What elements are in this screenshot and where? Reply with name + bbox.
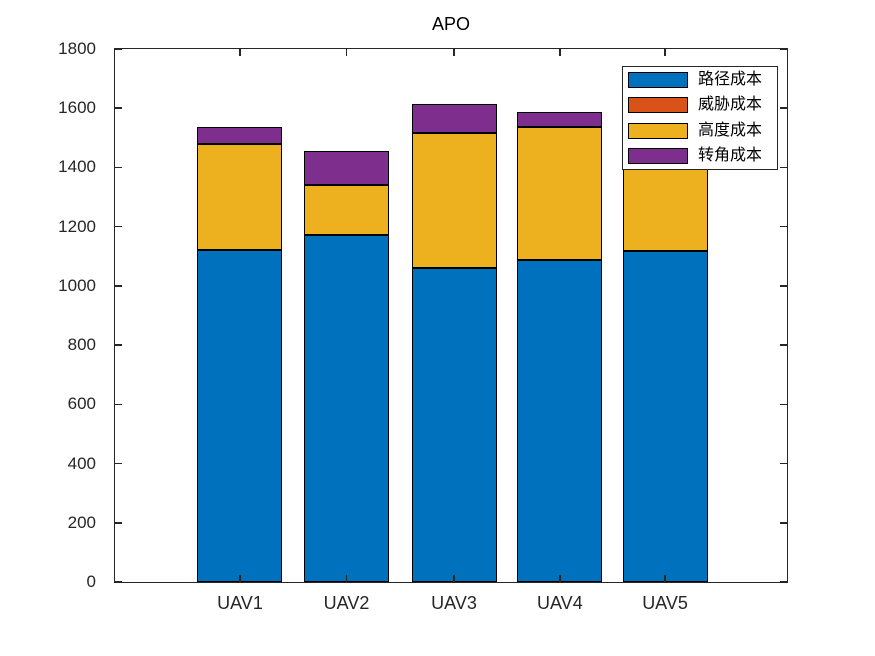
legend-label-altitude-cost: 高度成本 xyxy=(698,121,763,139)
legend-patch-altitude-cost xyxy=(628,122,688,139)
y-axis-tick xyxy=(115,166,122,169)
y-axis-labels: 0 200 400 600 800 1000 1200 1400 1600 1800 xyxy=(0,39,105,591)
bar-segment-path-cost-uav1 xyxy=(197,249,283,582)
legend-label-path-cost: 路径成本 xyxy=(698,70,763,88)
bar-segment-path-cost-uav5 xyxy=(622,250,708,582)
bar-segment-path-cost-uav3 xyxy=(411,267,497,582)
bar-segment-altitude-cost-uav3 xyxy=(411,133,497,268)
y-axis-tick xyxy=(115,225,122,228)
x-axis-tick xyxy=(664,575,666,582)
x-axis-tick xyxy=(559,49,561,56)
bar-segment-turn-cost-uav3 xyxy=(411,104,497,134)
x-tick-label-uav2: UAV2 xyxy=(323,593,370,613)
y-axis-tick xyxy=(780,48,787,50)
chart-title: APO xyxy=(431,14,470,34)
y-axis-tick xyxy=(780,581,787,583)
bar-segment-altitude-cost-uav2 xyxy=(304,185,389,235)
x-tick-label-uav4: UAV4 xyxy=(537,593,583,613)
y-tick-label: 400 xyxy=(67,453,96,473)
y-axis-tick xyxy=(780,462,787,465)
x-axis-tick xyxy=(559,575,561,582)
y-tick-label: 1600 xyxy=(58,98,96,118)
y-axis-tick xyxy=(780,344,787,346)
y-axis-tick xyxy=(115,522,122,524)
legend-patch-path-cost xyxy=(628,71,688,88)
bar-segment-turn-cost-uav4 xyxy=(517,112,603,128)
plot-area: 路径成本威胁成本高度成本转角成本 xyxy=(114,48,788,583)
x-axis-tick xyxy=(345,49,348,56)
x-axis-tick xyxy=(345,575,348,582)
y-tick-label: 200 xyxy=(67,512,96,532)
legend-item-altitude-cost: 高度成本 xyxy=(623,118,777,144)
y-tick-label: 600 xyxy=(67,394,96,414)
bar-segment-altitude-cost-uav1 xyxy=(197,144,283,250)
y-tick-label: 1400 xyxy=(58,157,96,177)
x-axis-tick xyxy=(239,49,241,56)
y-axis-tick xyxy=(115,285,122,287)
y-tick-label: 800 xyxy=(67,335,96,355)
y-tick-label: 0 xyxy=(86,572,96,591)
legend-item-threat-cost: 威胁成本 xyxy=(623,93,777,119)
y-axis-tick xyxy=(780,166,787,169)
legend-patch-turn-cost xyxy=(628,148,688,165)
bar-segment-turn-cost-uav1 xyxy=(197,127,283,145)
x-tick-label-uav3: UAV3 xyxy=(431,593,477,613)
x-axis-tick xyxy=(664,49,666,56)
legend-item-turn-cost: 转角成本 xyxy=(623,144,777,170)
x-axis-tick xyxy=(453,49,455,56)
legend-label-turn-cost: 转角成本 xyxy=(698,147,763,165)
y-axis-tick xyxy=(115,462,122,465)
bar-segment-path-cost-uav2 xyxy=(304,234,389,582)
y-tick-label: 1800 xyxy=(58,39,96,58)
y-axis-tick xyxy=(115,581,122,583)
legend-patch-threat-cost xyxy=(628,97,688,114)
y-axis-tick xyxy=(115,344,122,346)
y-axis-tick xyxy=(780,285,787,287)
legend-item-path-cost: 路径成本 xyxy=(623,67,777,93)
y-tick-label: 1200 xyxy=(58,216,96,236)
legend: 路径成本威胁成本高度成本转角成本 xyxy=(622,66,778,170)
bar-segment-path-cost-uav4 xyxy=(517,259,603,582)
x-tick-label-uav5: UAV5 xyxy=(642,593,688,613)
y-tick-label: 1000 xyxy=(58,275,96,295)
x-axis-tick xyxy=(239,575,241,582)
x-axis-labels: UAV1 UAV2 UAV3 UAV4 UAV5 xyxy=(114,591,788,621)
y-axis-tick xyxy=(780,225,787,228)
bar-segment-altitude-cost-uav4 xyxy=(517,127,603,260)
y-axis-tick xyxy=(780,107,787,109)
legend-label-threat-cost: 威胁成本 xyxy=(698,96,763,114)
y-axis-tick xyxy=(780,522,787,524)
y-axis-tick xyxy=(115,48,122,50)
bar-segment-turn-cost-uav2 xyxy=(304,151,389,186)
x-tick-label-uav1: UAV1 xyxy=(217,593,263,613)
x-axis-tick xyxy=(453,575,455,582)
y-axis-tick xyxy=(780,403,787,406)
y-axis-tick xyxy=(115,107,122,109)
y-axis-tick xyxy=(115,403,122,406)
